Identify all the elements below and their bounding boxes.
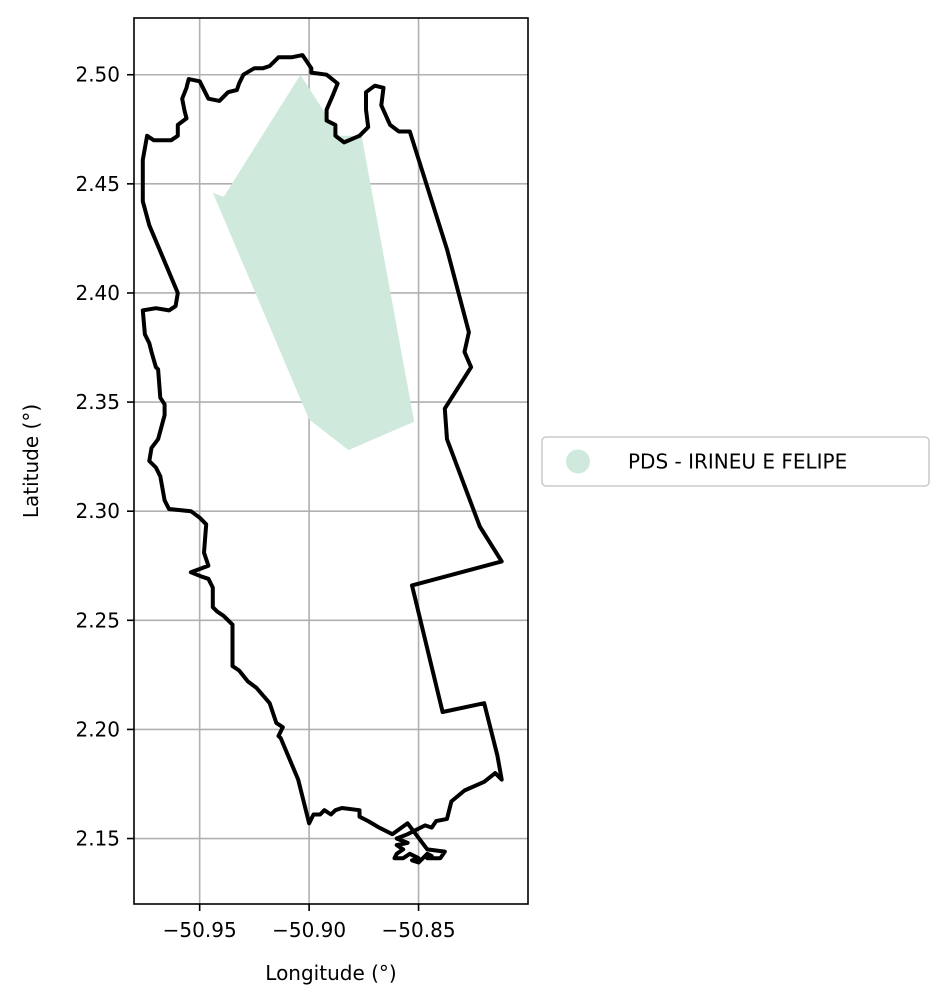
legend: PDS - IRINEU E FELIPE <box>541 436 930 487</box>
y-axis-label: Latitude (°) <box>19 404 43 518</box>
y-tick-label-7: 2.50 <box>75 63 120 87</box>
map-layers <box>140 53 504 865</box>
area-polygon-0 <box>212 74 415 451</box>
x-tick-label-2: −50.85 <box>382 918 456 942</box>
legend-label-0: PDS - IRINEU E FELIPE <box>628 450 847 474</box>
y-tick-label-3: 2.30 <box>75 499 120 523</box>
legend-marker-0 <box>566 449 590 474</box>
plot-frame <box>133 17 529 905</box>
y-tick-label-4: 2.35 <box>75 390 120 414</box>
boundary-outline <box>140 53 504 865</box>
legend-frame <box>541 436 930 487</box>
x-tick-label-1: −50.90 <box>272 918 346 942</box>
axis-ticks: −50.95 −50.90 −50.85 2.15 2.20 2.25 2.30 2.35 2.… <box>75 63 455 942</box>
x-tick-label-0: −50.95 <box>163 918 237 942</box>
y-tick-label-5: 2.40 <box>75 281 120 305</box>
x-axis-label: Longitude (°) <box>265 961 396 985</box>
y-tick-label-2: 2.25 <box>75 608 120 632</box>
y-tick-label-0: 2.15 <box>75 827 120 851</box>
y-tick-label-1: 2.20 <box>75 717 120 741</box>
y-tick-label-6: 2.45 <box>75 172 120 196</box>
